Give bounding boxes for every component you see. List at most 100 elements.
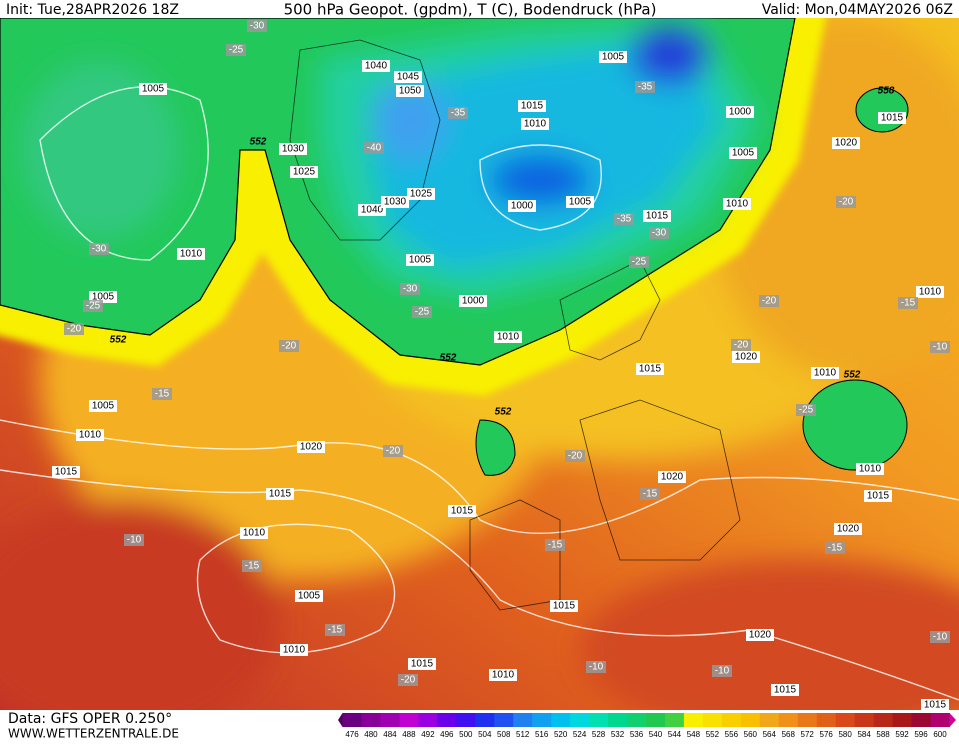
temperature-label-box: [325, 624, 345, 636]
temperature-label: -15: [901, 298, 916, 309]
pressure-label: 1010: [919, 287, 942, 298]
temperature-label-box: [242, 560, 262, 572]
colorbar-label: 540: [649, 730, 663, 739]
pressure-label: 1005: [569, 197, 592, 208]
pressure-label-box: [878, 112, 906, 124]
temperature-label-box: [398, 674, 418, 686]
pressure-label-box: [358, 204, 386, 216]
colorbar-label: 576: [820, 730, 834, 739]
colorbar-label: 484: [383, 730, 397, 739]
colorbar-label: 568: [782, 730, 796, 739]
temperature-label: -20: [282, 341, 297, 352]
height-label: 552: [110, 335, 127, 346]
pressure-label: 1005: [602, 52, 625, 63]
pressure-label-box: [89, 400, 117, 412]
temperature-label: -30: [250, 21, 265, 32]
colorbar-label: 580: [838, 730, 852, 739]
pressure-label-box: [636, 363, 664, 375]
pressure-label-box: [723, 198, 751, 210]
colorbar-label: 492: [421, 730, 435, 739]
pressure-label: 1040: [361, 205, 384, 216]
pressure-label: 1010: [859, 464, 882, 475]
pressure-label: 1010: [180, 249, 203, 260]
pressure-label: 1015: [867, 491, 890, 502]
colorbar-label: 520: [554, 730, 568, 739]
colorbar-label: 600: [933, 730, 947, 739]
temperature-label: -35: [451, 108, 466, 119]
colorbar-swatch: [759, 713, 780, 727]
pressure-label-box: [643, 210, 671, 222]
temperature-label-box: [586, 661, 606, 673]
pressure-label: 1020: [661, 472, 684, 483]
colorbar-label: 516: [535, 730, 549, 739]
pressure-label-box: [489, 669, 517, 681]
temperature-label: -10: [715, 666, 730, 677]
pressure-label-box: [746, 629, 774, 641]
pressure-label: 1010: [497, 332, 520, 343]
colorbar-swatch: [892, 713, 913, 727]
colorbar-swatch: [418, 713, 438, 727]
pressure-label: 1020: [749, 630, 772, 641]
pressure-label-box: [139, 83, 167, 95]
pressure-label: 1015: [451, 506, 474, 517]
pressure-label: 1010: [524, 119, 547, 130]
pressure-label: 1030: [282, 144, 305, 155]
temperature-label: -25: [799, 405, 814, 416]
colorbar-swatch: [778, 713, 799, 727]
colorbar-label: 552: [706, 730, 720, 739]
pressure-label-box: [658, 471, 686, 483]
temperature-label: -20: [401, 675, 416, 686]
temperature-label-box: [796, 404, 816, 416]
colorbar-swatch: [721, 713, 742, 727]
temperature-label: -15: [548, 540, 563, 551]
temperature-label-box: [226, 44, 246, 56]
colorbar-label: 532: [611, 730, 625, 739]
pressure-label: 1010: [243, 528, 266, 539]
pressure-label-box: [396, 85, 424, 97]
pressure-label: 1015: [639, 364, 662, 375]
pressure-label: 1020: [835, 138, 858, 149]
temperature-label: -20: [386, 446, 401, 457]
temperature-label: -20: [734, 340, 749, 351]
colorbar-swatch: [589, 713, 609, 727]
colorbar-swatch: [702, 713, 723, 727]
pressure-label: 1000: [462, 296, 485, 307]
colorbar-swatch: [797, 713, 818, 727]
temperature-label: -25: [229, 45, 244, 56]
pressure-label-box: [856, 463, 884, 475]
colorbar-swatch: [494, 713, 514, 727]
temperature-label-box: [930, 631, 950, 643]
pressure-label-box: [362, 60, 390, 72]
temperature-label-box: [825, 542, 845, 554]
colorbar-label: 564: [763, 730, 777, 739]
pressure-label-box: [448, 505, 476, 517]
temperature-label: -30: [652, 228, 667, 239]
pressure-label-box: [726, 106, 754, 118]
pressure-label-box: [508, 200, 536, 212]
temperature-label-box: [836, 196, 856, 208]
pressure-label-box: [566, 196, 594, 208]
colorbar-swatch: [627, 713, 647, 727]
pressure-label-box: [76, 429, 104, 441]
colorbar-label: 584: [857, 730, 871, 739]
height-label: 552: [495, 407, 512, 418]
site: WWW.WETTERZENTRALE.DE: [8, 727, 179, 741]
pressure-label-box: [521, 118, 549, 130]
pressure-label-box: [406, 254, 434, 266]
colorbar-label: 508: [497, 730, 511, 739]
colorbar-swatch: [646, 713, 666, 727]
pressure-label-box: [864, 490, 892, 502]
temperature-label: -25: [415, 307, 430, 318]
temperature-label: -35: [617, 214, 632, 225]
pressure-label: 1000: [511, 201, 534, 212]
pressure-label: 1020: [300, 442, 323, 453]
colorbar-swatch: [664, 713, 685, 727]
pressure-label-box: [280, 644, 308, 656]
colorbar-swatch: [342, 713, 362, 727]
temperature-label-box: [731, 339, 751, 351]
colorbar-label: 524: [573, 730, 587, 739]
temperature-label-box: [898, 297, 918, 309]
temperature-label: -10: [589, 662, 604, 673]
height-label: 558: [878, 86, 895, 97]
